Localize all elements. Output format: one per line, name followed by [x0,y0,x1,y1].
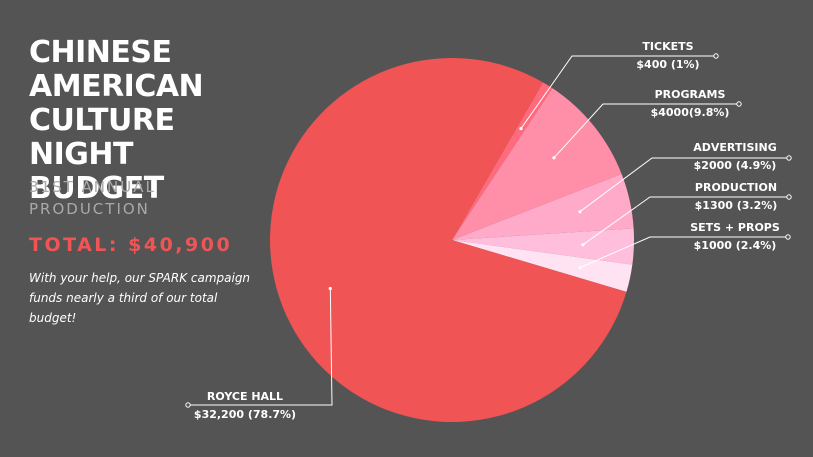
slice-label-sets-props: SETS + PROPS [690,221,780,234]
pie-slice-royce-hall [270,58,627,423]
slice-label-tickets: TICKETS [642,40,693,53]
slice-value-sets-props: $1000 (2.4%) [694,239,777,252]
callout-line-royce-hall [188,288,333,406]
callout-dot [578,210,582,214]
campaign-note: With your help, our SPARK campaign funds… [29,271,251,325]
callout-dot [185,402,191,408]
callout-line-advertising [579,157,789,213]
callout-dot [581,243,585,247]
callout-line-sets-props [579,236,788,269]
pie-slice-programs [452,88,622,241]
subtitle-line: 31ST ANNUAL [29,178,156,196]
callout-dot [328,286,332,291]
subtitle: 31ST ANNUAL PRODUCTION [29,176,259,220]
callout-line-tickets [520,55,716,129]
pie-slice-advertising [452,173,634,240]
callout-dot [736,101,742,107]
slice-value-royce-hall: $32,200 (78.7%) [194,408,296,421]
callout-dot [578,266,582,270]
pie-slices [270,58,635,423]
callout-dot [519,126,523,131]
callout-dot [785,234,791,240]
callout-line-programs [553,103,739,159]
page-title: CHINESE AMERICAN CULTURE NIGHT BUDGET [29,36,279,206]
subtitle-line: PRODUCTION [29,200,150,218]
callout-dot [786,155,792,161]
callout-dot [713,53,719,59]
title-line: BUDGET [29,171,164,206]
pie-slice-sets-props [452,240,633,292]
slice-value-production: $1300 (3.2%) [695,199,778,212]
pie-slice-tickets [452,82,553,240]
total-budget: TOTAL: $40,900 [29,234,233,256]
slice-label-advertising: ADVERTISING [693,141,777,154]
slice-value-advertising: $2000 (4.9%) [694,159,777,172]
callout-line-production [582,196,789,246]
slice-value-tickets: $400 (1%) [636,58,699,71]
slice-value-programs: $4000(9.8%) [651,106,730,119]
title-line: CHINESE [29,35,172,70]
slice-label-programs: PROGRAMS [655,88,726,101]
pie-slice-production [452,228,635,265]
slice-label-production: PRODUCTION [695,181,777,194]
title-line: AMERICAN [29,69,204,104]
callout-dot [786,194,792,200]
title-line: CULTURE NIGHT [29,103,175,172]
pie-callouts: TICKETS $400 (1%) PROGRAMS $4000(9.8%) ADVER… [185,40,792,421]
slice-label-royce-hall: ROYCE HALL [207,390,283,403]
callout-dot [552,156,556,160]
